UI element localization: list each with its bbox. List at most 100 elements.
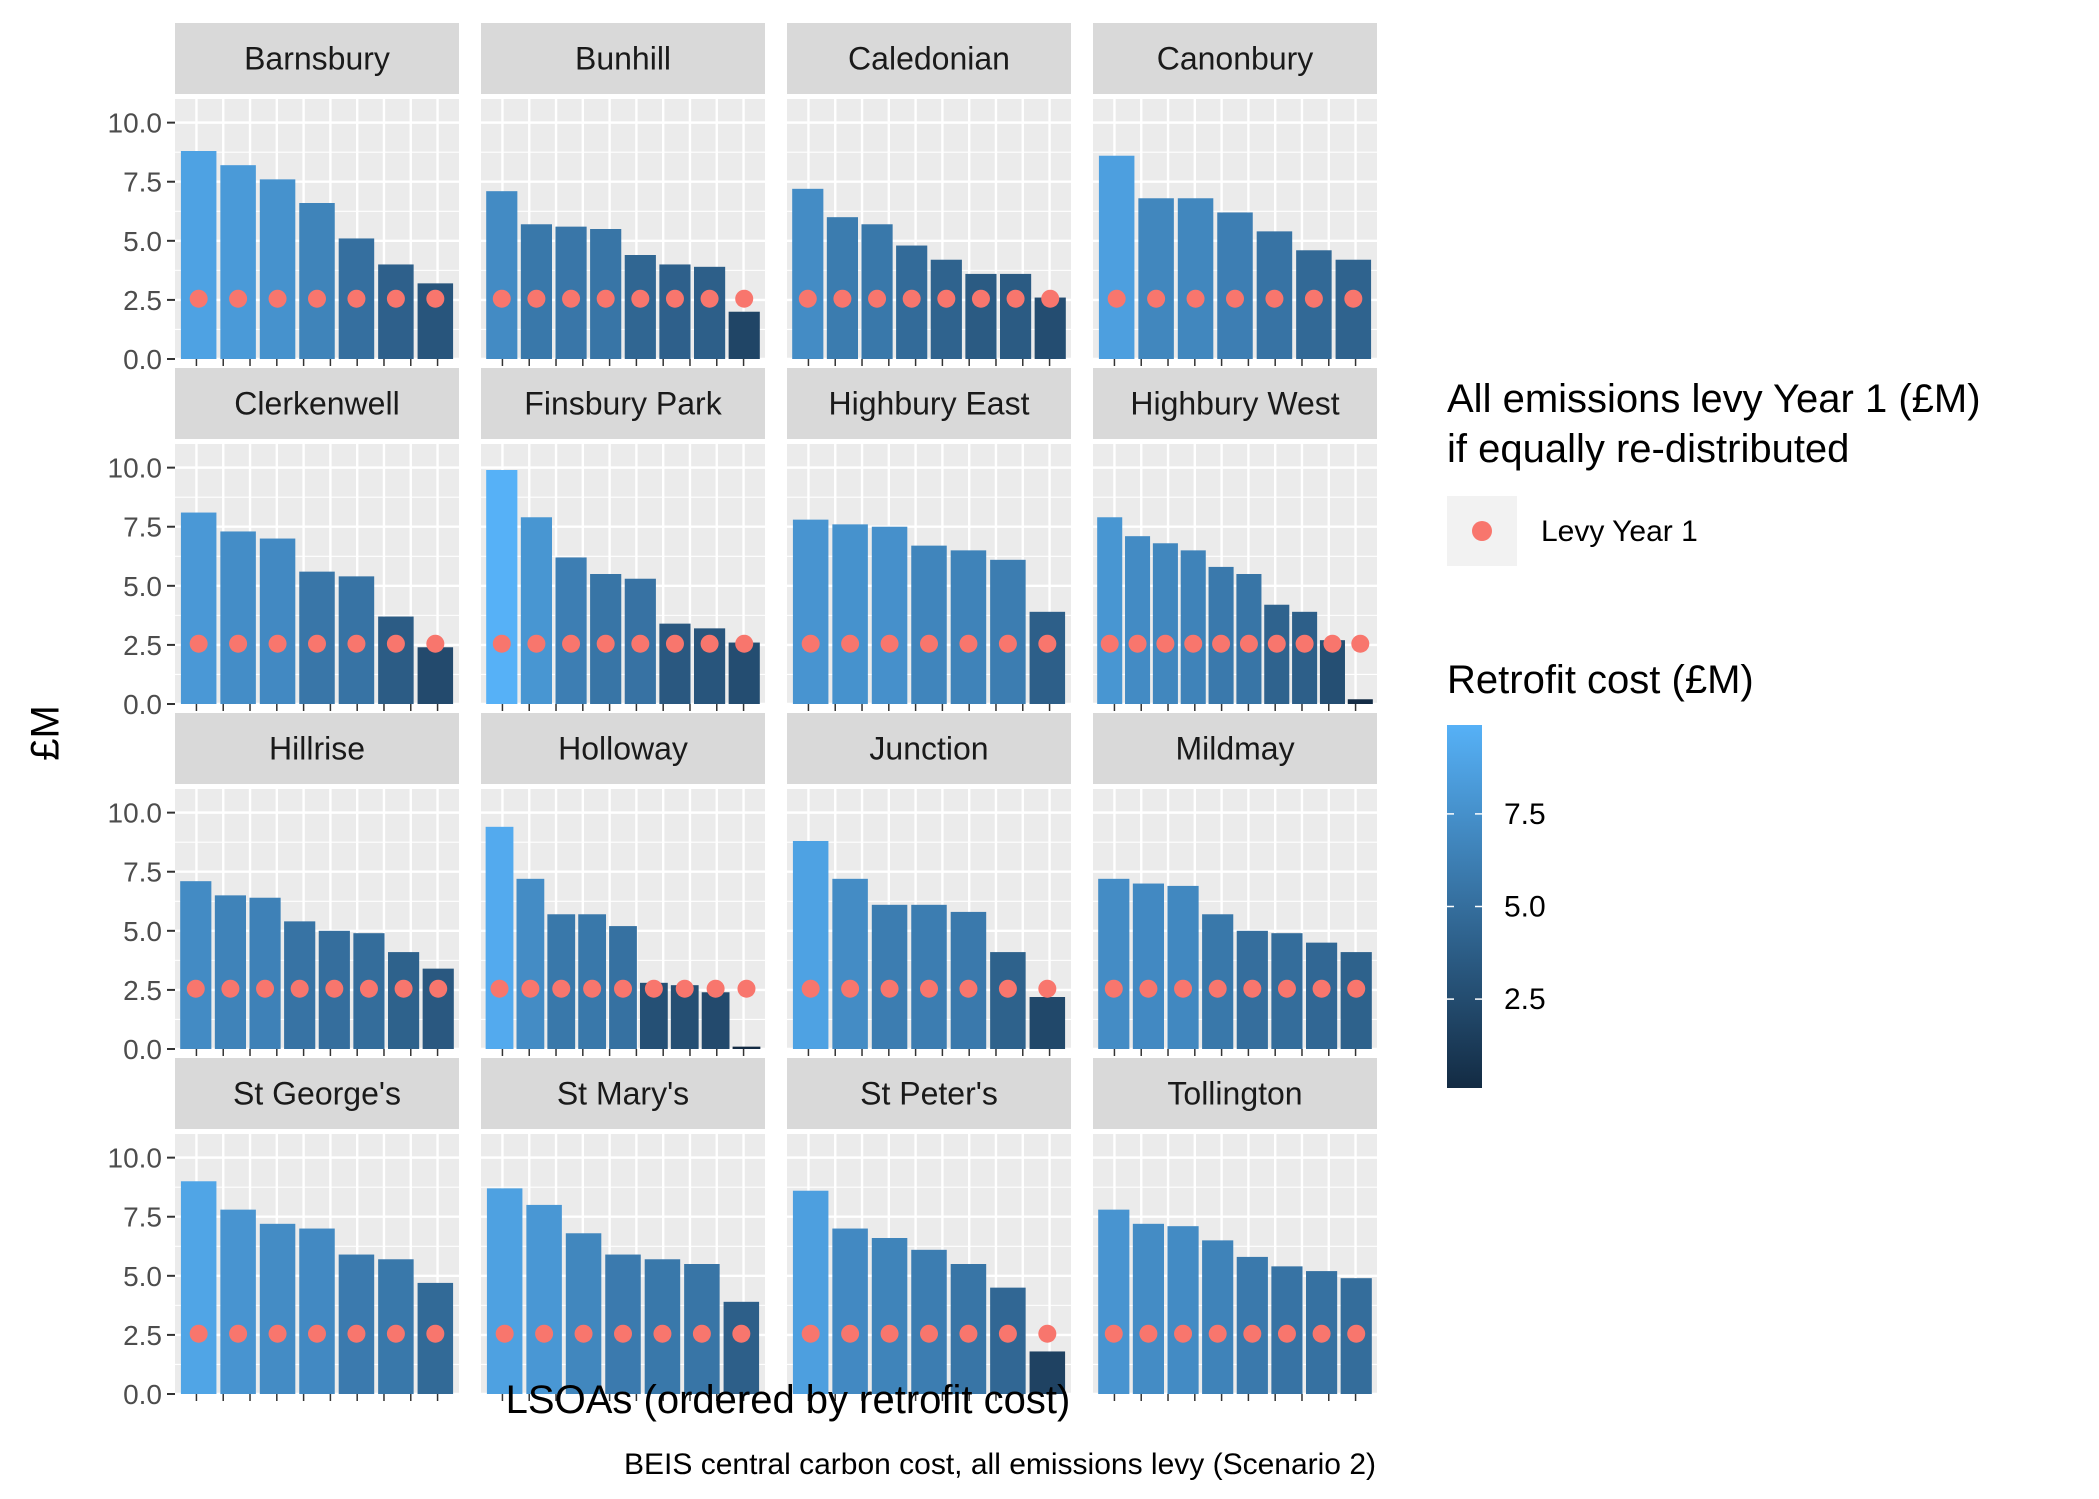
levy-point (880, 1324, 899, 1343)
facet-holloway: Holloway (481, 713, 765, 1056)
colorbar-tick-label: 2.5 (1504, 983, 1546, 1016)
colorbar-tick-label: 5.0 (1504, 891, 1546, 924)
facet-levy-points (1107, 289, 1363, 308)
y-tick-label: 5.0 (123, 226, 162, 257)
facet-bars (180, 881, 454, 1049)
bar (1132, 883, 1164, 1049)
bar (911, 545, 947, 704)
levy-point (1347, 979, 1366, 998)
y-axis: 0.0 2.5 5.0 7.5 10.0 (108, 798, 175, 1065)
facet-bars (485, 826, 761, 1049)
y-tick-label: 10.0 (108, 1143, 163, 1174)
bar (1098, 878, 1130, 1049)
levy-point (325, 979, 344, 998)
bar (486, 191, 518, 359)
levy-point (798, 289, 817, 308)
levy-point (386, 634, 405, 653)
facet-strip (175, 23, 459, 94)
facet-caledonian: Caledonian (787, 23, 1071, 366)
levy-point (1174, 979, 1193, 998)
levy-point (386, 289, 405, 308)
levy-point (1107, 289, 1126, 308)
facet-panels: Barnsbury 0.0 2.5 5.0 7.5 10.0 Bunhill Caledoni… (108, 23, 1377, 1410)
facet-strip (481, 713, 765, 784)
levy-point (801, 979, 820, 998)
bar (299, 1228, 335, 1394)
bar (1098, 155, 1135, 359)
bar (911, 904, 947, 1049)
facet-strip-label: Bunhill (575, 41, 671, 77)
bar (249, 897, 281, 1049)
y-tick-label: 7.5 (123, 512, 162, 543)
y-tick-label: 2.5 (123, 975, 162, 1006)
color-legend-title: Retrofit cost (£M) (1447, 658, 1754, 702)
facet-levy-points (495, 1324, 751, 1343)
y-tick-label: 7.5 (123, 1202, 162, 1233)
levy-point (1344, 289, 1363, 308)
bar (555, 557, 587, 704)
bar (792, 841, 829, 1049)
facet-strip-label: Clerkenwell (234, 386, 399, 422)
bar (1167, 885, 1199, 1049)
facet-levy-points (798, 289, 1060, 308)
facet-levy-points (1104, 979, 1366, 998)
levy-point (631, 634, 650, 653)
levy-point (527, 634, 546, 653)
facet-finsbury-park: Finsbury Park (481, 368, 765, 711)
facet-bunhill: Bunhill (481, 23, 765, 366)
facet-strip-label: Finsbury Park (524, 386, 722, 422)
levy-point (1139, 979, 1158, 998)
y-tick-label: 10.0 (108, 798, 163, 829)
bar (1125, 536, 1151, 704)
levy-point (665, 634, 684, 653)
y-tick-label: 0.0 (123, 1379, 162, 1410)
levy-point (221, 979, 240, 998)
levy-point (1239, 634, 1258, 653)
levy-point (1277, 979, 1296, 998)
bar (338, 1254, 375, 1394)
facet-clerkenwell: Clerkenwell 0.0 2.5 5.0 7.5 10.0 (108, 368, 459, 720)
point-legend-label: Levy Year 1 (1541, 515, 1698, 548)
levy-point (268, 289, 287, 308)
levy-point (1186, 289, 1205, 308)
facet-strip-label: Barnsbury (244, 41, 390, 77)
levy-point (189, 1324, 208, 1343)
levy-point (732, 1324, 751, 1343)
y-tick-label: 5.0 (123, 571, 162, 602)
bar (1097, 517, 1123, 704)
levy-point (737, 979, 756, 998)
bar (1029, 611, 1066, 704)
facet-levy-points (1100, 634, 1370, 653)
bar (1292, 611, 1318, 704)
y-tick-label: 0.0 (123, 689, 162, 720)
levy-point (1184, 634, 1203, 653)
bar (1335, 259, 1372, 359)
bar (1000, 273, 1032, 359)
facet-st-mary-s: St Mary's (481, 1058, 765, 1401)
levy-point (1295, 634, 1314, 653)
levy-point (700, 634, 719, 653)
bar (214, 895, 246, 1049)
bar (180, 512, 217, 704)
levy-point (229, 289, 248, 308)
levy-point (490, 979, 509, 998)
facet-strip (481, 368, 765, 439)
bar (565, 1233, 602, 1394)
facet-strip (1093, 23, 1377, 94)
levy-point (841, 634, 860, 653)
levy-point (959, 1324, 978, 1343)
levy-point (1147, 289, 1166, 308)
y-axis: 0.0 2.5 5.0 7.5 10.0 (108, 1143, 175, 1410)
bar (694, 266, 726, 359)
bar (1132, 1223, 1164, 1394)
facet-junction: Junction (787, 713, 1071, 1056)
levy-point (426, 289, 445, 308)
facet-strip (787, 1058, 1071, 1129)
bar (1167, 1226, 1199, 1394)
levy-point (998, 1324, 1017, 1343)
facet-bars (1098, 155, 1372, 359)
facet-strip-label: St George's (233, 1076, 401, 1112)
levy-point (1104, 979, 1123, 998)
levy-point (1243, 979, 1262, 998)
levy-point (959, 979, 978, 998)
